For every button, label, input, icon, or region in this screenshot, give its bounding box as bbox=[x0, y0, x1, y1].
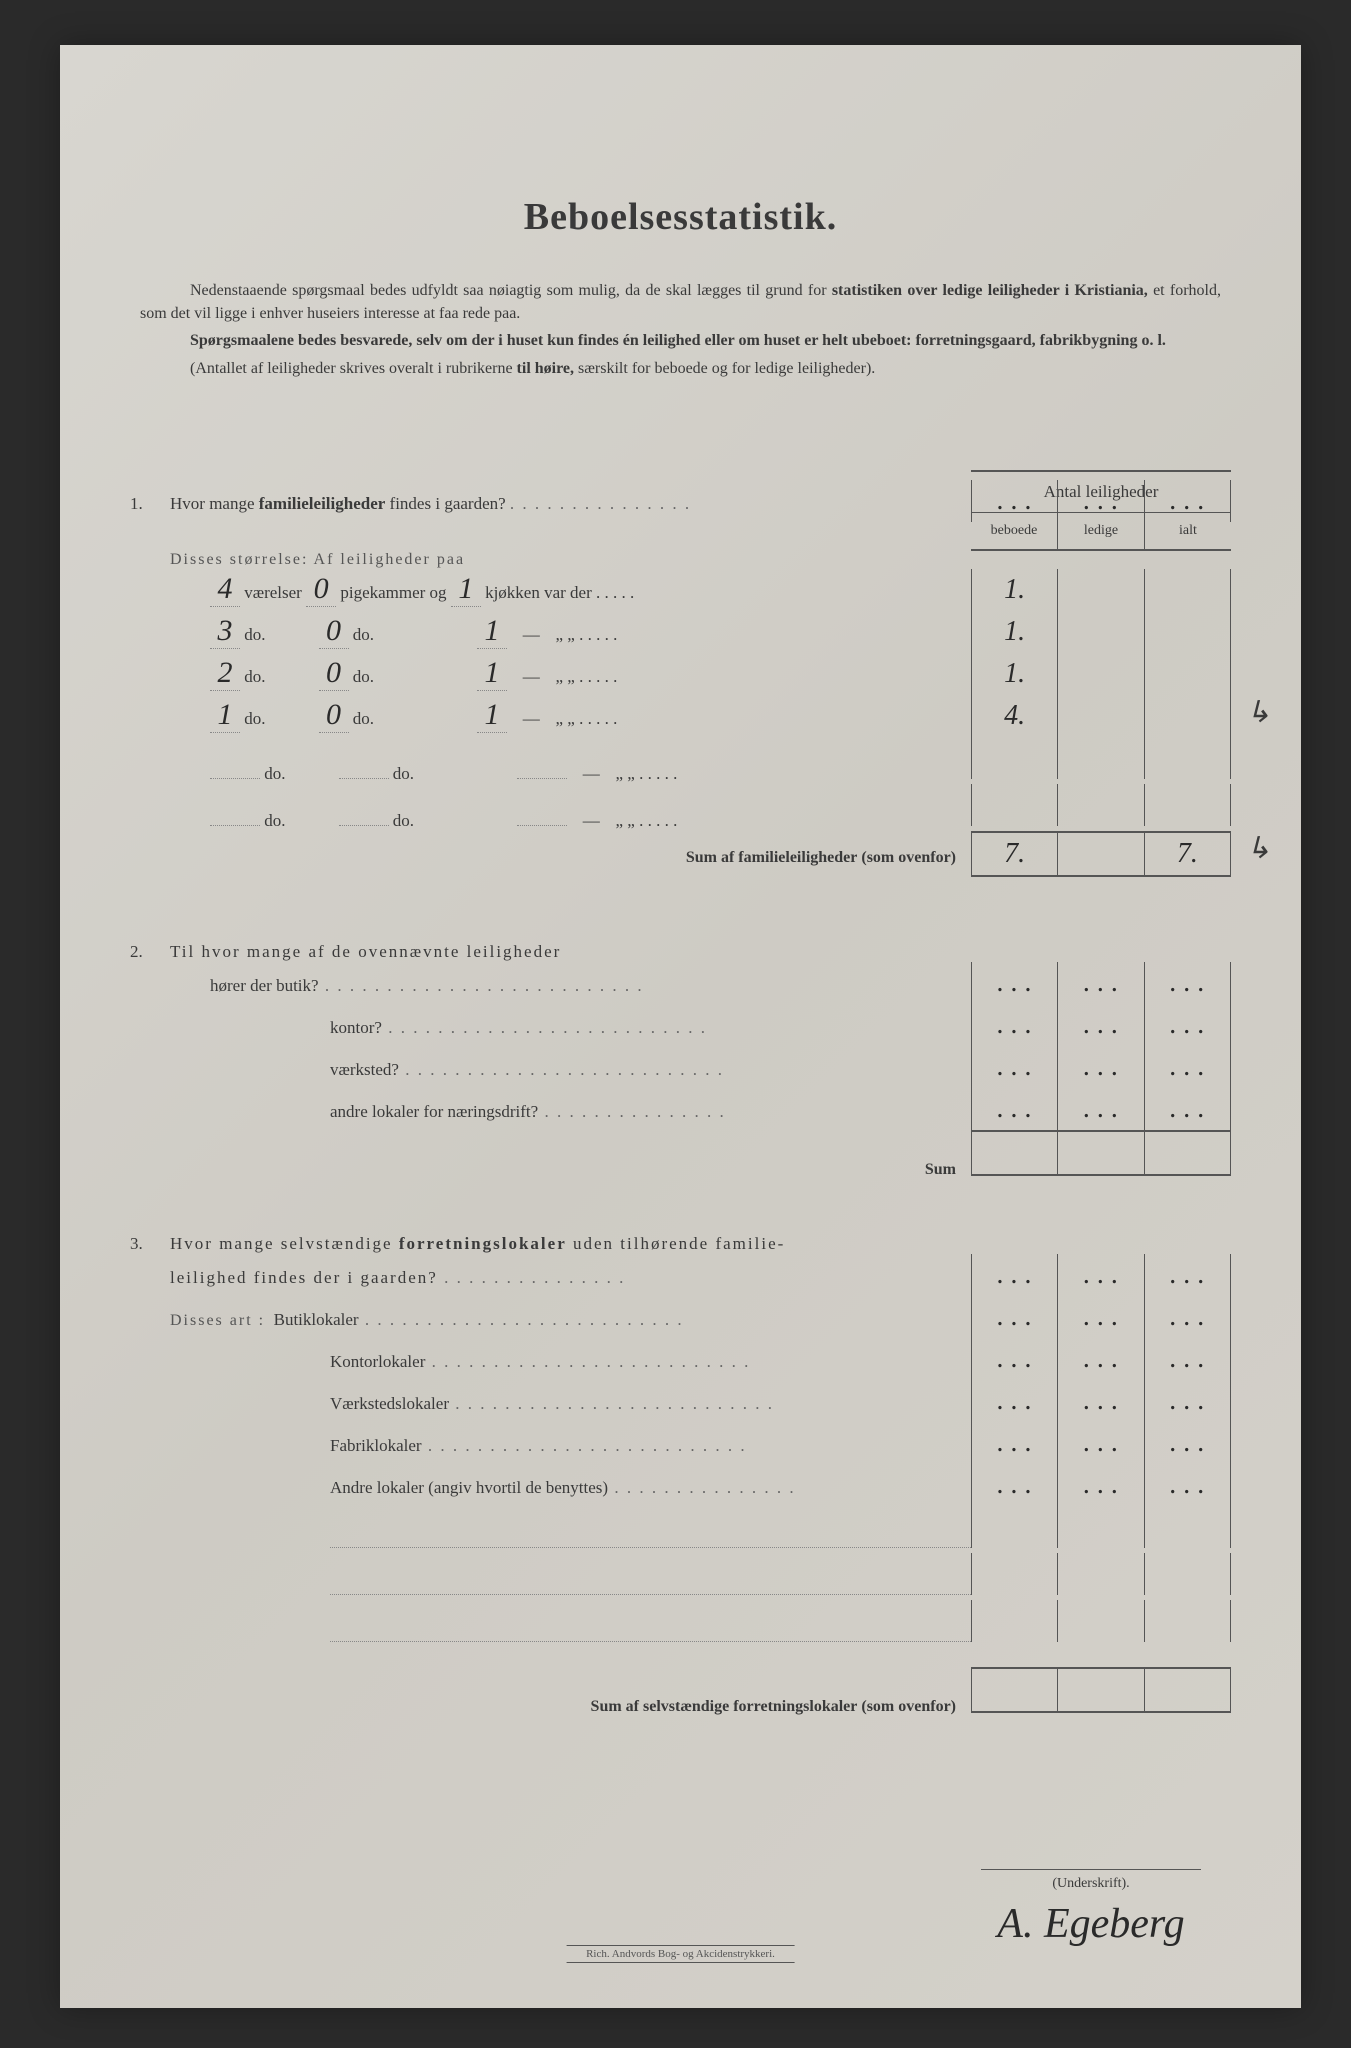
q1-r1-v: 3 bbox=[210, 614, 240, 649]
q1-row-0: 4 værelser 0 pigekammer og 1 kjøkken var… bbox=[170, 569, 1231, 611]
q1-row-5: do. do. — „ „ . . . . . bbox=[170, 784, 1231, 831]
q1-r2-b: 1. bbox=[972, 653, 1058, 695]
q1-r0-k: 1 bbox=[451, 572, 481, 607]
printer-footer: Rich. Andvords Bog- og Akcidenstrykkeri. bbox=[566, 1945, 795, 1963]
signature-value: A. Egeberg bbox=[981, 1900, 1201, 1948]
q2-sum: Sum bbox=[170, 1130, 1231, 1179]
dots bbox=[510, 494, 691, 513]
question-2: 2. Til hvor mange af de ovennævnte leili… bbox=[130, 915, 1231, 1179]
q1-text-c: findes i gaarden? bbox=[390, 494, 506, 513]
q1-sum-l bbox=[1058, 833, 1144, 875]
q1-r2-v: 2 bbox=[210, 656, 240, 691]
w: kjøkken var der bbox=[485, 583, 592, 602]
w: pigekammer og bbox=[340, 583, 446, 602]
q3-row-4: Andre lokaler (angiv hvortil de benyttes… bbox=[170, 1464, 1231, 1506]
q1-row-4: do. do. — „ „ . . . . . bbox=[170, 737, 1231, 784]
q1-r0-i bbox=[1145, 569, 1230, 611]
margin-note-2: ↳ bbox=[1246, 831, 1271, 866]
margin-note-1: ↳ bbox=[1246, 695, 1271, 730]
intro-p2: Spørgsmaalene bedes besvarede, selv om d… bbox=[190, 332, 1166, 349]
intro-p1b: statistiken over ledige leiligheder i Kr… bbox=[832, 282, 1148, 299]
q1-sum-b: 7. bbox=[972, 833, 1058, 875]
q3-sum: Sum af selvstændige forretningslokaler (… bbox=[170, 1667, 1231, 1716]
intro-p3c: særskilt for beboede og for ledige leili… bbox=[578, 360, 875, 377]
q3-row-1: Kontorlokaler . . .. . .. . . bbox=[170, 1338, 1231, 1380]
q3-tb: forretningslokaler bbox=[399, 1234, 567, 1253]
q1-r0-v: 4 bbox=[210, 572, 240, 607]
q1-r3-v: 1 bbox=[210, 698, 240, 733]
intro-p1a: Nedenstaaende spørgsmaal bedes udfyldt s… bbox=[190, 282, 832, 299]
q1-r1-b: 1. bbox=[972, 611, 1058, 653]
question-1: 1. Hvor mange familieleiligheder findes … bbox=[130, 480, 1231, 877]
q1-r0-b: 1. bbox=[972, 569, 1058, 611]
q2-text: Til hvor mange af de ovennævnte leilighe… bbox=[170, 942, 971, 962]
q1-r3-b: 4. bbox=[972, 695, 1058, 737]
q2-row-1: kontor? . . .. . .. . . bbox=[170, 1004, 1231, 1046]
q3-sum-label: Sum af selvstændige forretningslokaler bbox=[591, 1698, 858, 1715]
q3-sum-suffix: (som ovenfor) bbox=[861, 1698, 956, 1715]
q1-text-b: familieleiligheder bbox=[259, 494, 386, 513]
q3-tc: uden tilhørende familie- bbox=[573, 1234, 785, 1253]
intro-text: Nedenstaaende spørgsmaal bedes udfyldt s… bbox=[140, 279, 1221, 380]
intro-p3b: til høire, bbox=[517, 360, 574, 377]
document-title: Beboelsesstatistik. bbox=[130, 195, 1231, 239]
q3-sub: Disses art : bbox=[170, 1312, 265, 1329]
intro-p3a: (Antallet af leiligheder skrives overalt… bbox=[190, 360, 517, 377]
q1-r2-k: 1 bbox=[477, 656, 507, 691]
q1-r3-k: 1 bbox=[477, 698, 507, 733]
q1-row-1: 3 do. 0 do. 1 — „ „ . . . . . 1. bbox=[170, 611, 1231, 653]
q3-ta: Hvor mange selvstændige bbox=[170, 1234, 399, 1253]
q3-num: 3. bbox=[130, 1234, 170, 1254]
w: værelser bbox=[244, 583, 302, 602]
signature-label: (Underskrift). bbox=[981, 1869, 1201, 1892]
question-3: 3. Hvor mange selvstændige forretningslo… bbox=[130, 1207, 1231, 1716]
q1-sum-i: 7. bbox=[1145, 833, 1230, 875]
q1-text-a: Hvor mange bbox=[170, 494, 259, 513]
q3-td: leilighed findes der i gaarden? bbox=[170, 1268, 438, 1287]
q2-row-3: andre lokaler for næringsdrift? . . .. .… bbox=[170, 1088, 1231, 1130]
table-zone: Antal leiligheder beboede ledige ialt 1.… bbox=[130, 480, 1231, 1716]
q2-row-0: hører der butik? . . .. . .. . . bbox=[170, 962, 1231, 1004]
q2-row-2: værksted? . . .. . .. . . bbox=[170, 1046, 1231, 1088]
q1-row-3: 1 do. 0 do. 1 — „ „ . . . . . 4. bbox=[170, 695, 1231, 737]
q1-r1-k: 1 bbox=[477, 614, 507, 649]
q1-sum-suffix: (som ovenfor) bbox=[861, 849, 956, 866]
q1-row-2: 2 do. 0 do. 1 — „ „ . . . . . 1. bbox=[170, 653, 1231, 695]
q1-r2-p: 0 bbox=[319, 656, 349, 691]
q1-r0-p: 0 bbox=[306, 572, 336, 607]
q1-r0-l bbox=[1058, 569, 1144, 611]
q2-num: 2. bbox=[130, 942, 170, 962]
q1-sum-row: Sum af familieleiligheder (som ovenfor) … bbox=[170, 831, 1231, 877]
q1-sub: Disses størrelse: Af leiligheder paa bbox=[170, 551, 971, 569]
document-paper: Beboelsesstatistik. Nedenstaaende spørgs… bbox=[60, 45, 1301, 2008]
scan-background: Beboelsesstatistik. Nedenstaaende spørgs… bbox=[0, 0, 1351, 2048]
signature-area: (Underskrift). A. Egeberg bbox=[981, 1869, 1201, 1948]
q3-row-2: Værkstedslokaler . . .. . .. . . bbox=[170, 1380, 1231, 1422]
q1-num: 1. bbox=[130, 494, 170, 514]
q3-row-3: Fabriklokaler . . .. . .. . . bbox=[170, 1422, 1231, 1464]
q1-sum-label: Sum af familieleiligheder bbox=[686, 849, 858, 866]
questions-content: 1. Hvor mange familieleiligheder findes … bbox=[130, 480, 1231, 1716]
q1-r1-p: 0 bbox=[319, 614, 349, 649]
q1-r3-p: 0 bbox=[319, 698, 349, 733]
